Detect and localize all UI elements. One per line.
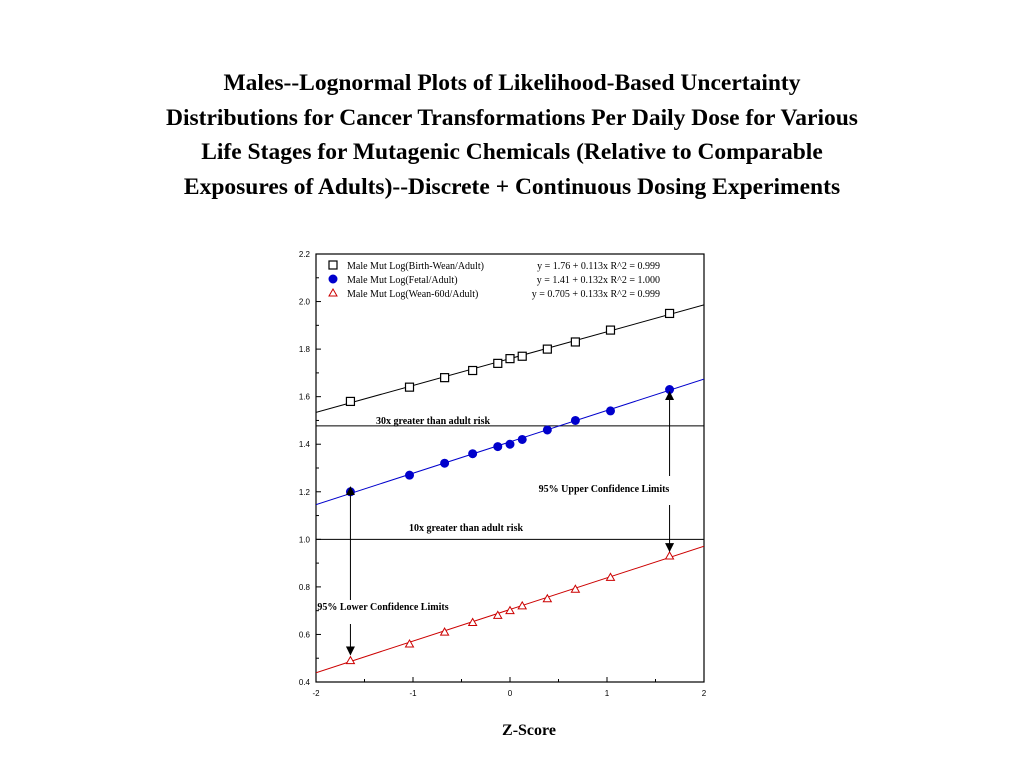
legend-marker-1	[328, 260, 338, 270]
legend-marker-2	[328, 274, 338, 284]
title-line-3: Life Stages for Mutagenic Chemicals (Rel…	[201, 139, 823, 165]
data-point-series-1	[517, 351, 527, 361]
legend-equation-1: y = 1.76 + 0.113x R^2 = 0.999	[537, 261, 660, 272]
upper-confidence-label: 95% Upper Confidence Limits	[539, 484, 670, 495]
legend-marker-3	[328, 287, 338, 297]
reference-label-30x: 30x greater than adult risk	[376, 416, 491, 427]
data-point-series-2	[570, 415, 580, 425]
data-point-series-2	[542, 425, 552, 435]
reference-label-10x: 10x greater than adult risk	[409, 523, 524, 534]
data-point-series-3	[345, 655, 356, 665]
y-tick-label: 1.6	[299, 393, 311, 402]
data-point-series-1	[404, 382, 415, 392]
data-point-series-1	[664, 308, 675, 319]
y-tick-label: 1.4	[299, 440, 311, 449]
y-tick-label: 0.8	[299, 583, 311, 592]
data-point-series-1	[605, 325, 616, 335]
data-point-series-2	[505, 439, 515, 449]
y-tick-label: 1.2	[299, 488, 311, 497]
data-point-series-3	[570, 584, 581, 593]
legend-label-3: Male Mut Log(Wean-60d/Adult)	[347, 289, 478, 300]
x-axis-label: Z-Score	[502, 722, 556, 739]
y-tick-label: 2.2	[299, 250, 311, 259]
data-point-series-1	[570, 337, 580, 347]
y-tick-label: 1.0	[299, 535, 311, 544]
lower-confidence-label: 95% Lower Confidence Limits	[317, 602, 448, 613]
data-point-series-3	[542, 593, 553, 603]
y-tick-label: 0.4	[299, 678, 311, 687]
data-point-series-2	[493, 442, 503, 452]
data-point-series-3	[439, 627, 450, 636]
data-point-series-2	[405, 470, 415, 480]
data-point-series-1	[440, 373, 450, 383]
x-tick-label: 0	[508, 689, 513, 698]
x-tick-label: -2	[312, 689, 320, 698]
data-point-series-1	[468, 365, 478, 376]
data-point-series-1	[493, 358, 503, 368]
legend-equation-2: y = 1.41 + 0.132x R^2 = 1.000	[537, 275, 660, 286]
title-line-2: Distributions for Cancer Transformations…	[166, 104, 858, 131]
data-point-series-2	[517, 434, 527, 444]
x-tick-label: -1	[409, 689, 417, 698]
data-point-series-1	[505, 354, 515, 364]
data-point-series-3	[605, 572, 616, 581]
legend-label-2: Male Mut Log(Fetal/Adult)	[347, 275, 458, 286]
x-tick-label: 2	[702, 689, 707, 698]
y-tick-label: 1.8	[299, 345, 311, 354]
title-line-1: Males--Lognormal Plots of Likelihood-Bas…	[223, 70, 801, 96]
data-point-series-2	[440, 458, 450, 468]
title-line-4: Exposures of Adults)--Discrete + Continu…	[183, 173, 841, 200]
data-point-series-2	[468, 449, 478, 459]
x-tick-label: 1	[605, 689, 610, 698]
plot-frame	[315, 253, 705, 683]
data-point-series-3	[467, 617, 478, 627]
data-point-series-2	[605, 406, 615, 416]
data-point-series-3	[517, 600, 528, 610]
legend-label-1: Male Mut Log(Birth-Wean/Adult)	[347, 261, 484, 272]
data-point-series-1	[345, 396, 356, 407]
data-point-series-3	[492, 610, 503, 619]
legend-equation-3: y = 0.705 + 0.133x R^2 = 0.999	[532, 289, 660, 300]
y-tick-label: 0.6	[299, 630, 311, 639]
chart-title: Males--Lognormal Plots of Likelihood-Bas…	[62, 66, 962, 204]
data-point-series-3	[404, 638, 415, 648]
data-point-series-3	[664, 550, 675, 560]
data-point-series-1	[542, 344, 552, 354]
data-point-series-3	[505, 605, 515, 615]
y-tick-label: 2.0	[299, 298, 311, 307]
